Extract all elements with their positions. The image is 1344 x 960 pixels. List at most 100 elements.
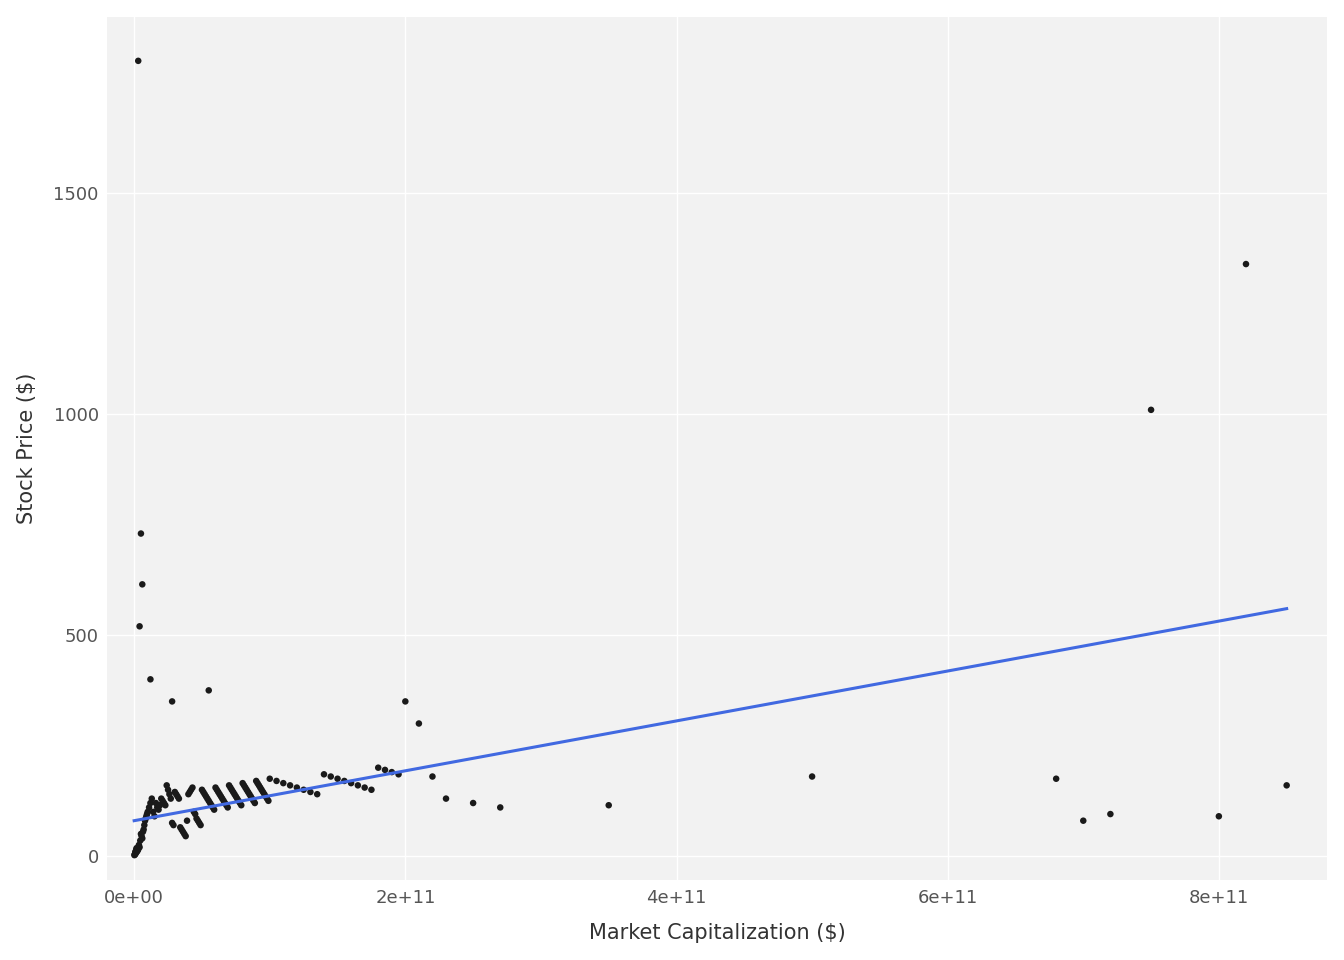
Point [130,526,152,541]
Point [203,802,224,817]
Point [206,782,227,798]
Point [249,778,270,793]
Point [255,789,277,804]
Point [226,791,247,806]
Point [144,808,165,824]
Point [126,844,148,859]
Point [228,793,250,808]
Point [148,802,169,817]
Point [327,771,348,786]
Point [140,672,161,687]
Point [218,778,239,793]
Point [199,795,220,810]
Point [216,800,238,815]
Point [245,795,266,810]
Point [161,694,183,709]
Point [163,817,184,832]
Point [409,716,430,732]
Point [194,786,215,802]
Point [132,830,153,846]
Point [179,784,200,800]
Point [333,773,355,788]
Point [388,767,410,782]
Point [165,786,187,802]
Point [462,795,484,810]
Point [125,842,146,857]
Point [258,793,280,808]
Point [129,833,151,849]
Point [254,786,276,802]
Point [125,844,146,859]
Point [124,846,145,861]
Point [173,827,195,842]
Point [138,800,160,815]
Point [156,778,177,793]
Point [125,846,146,861]
Point [195,789,216,804]
Point [422,769,444,784]
Point [196,791,218,806]
Point [130,828,152,844]
Point [237,782,258,798]
Point [367,760,388,776]
Point [198,793,219,808]
Point [231,798,253,813]
Point [183,804,204,820]
Point [1046,771,1067,786]
Point [192,784,214,800]
Point [598,798,620,813]
X-axis label: Market Capitalization ($): Market Capitalization ($) [589,924,845,944]
Point [347,778,368,793]
Point [126,840,148,855]
Point [177,786,199,802]
Point [145,795,167,810]
Point [188,815,210,830]
Point [257,791,278,806]
Point [1275,778,1297,793]
Point [153,795,175,810]
Point [253,784,274,800]
Point [246,773,267,788]
Point [1073,813,1094,828]
Point [266,773,288,788]
Point [167,789,188,804]
Point [1235,256,1257,272]
Point [133,817,155,832]
Point [212,793,234,808]
Point [208,786,230,802]
Point [190,817,211,832]
Point [238,784,259,800]
Point [160,791,181,806]
Point [191,782,212,798]
Point [141,791,163,806]
Point [130,827,152,842]
Point [234,778,255,793]
Point [129,840,151,855]
Point [223,786,245,802]
Point [124,848,145,863]
Point [136,808,157,824]
Point [204,780,226,795]
Point [235,780,257,795]
Point [293,782,314,798]
Point [219,780,241,795]
Point [233,776,254,791]
Point [251,782,273,798]
Point [134,811,156,827]
Point [128,842,149,857]
Point [184,806,206,822]
Point [1208,808,1230,824]
Point [1099,806,1121,822]
Point [489,800,511,815]
Point [313,767,335,782]
Point [224,789,246,804]
Point [125,845,146,860]
Point [176,813,198,828]
Point [198,683,219,698]
Point [273,776,294,791]
Point [214,795,235,810]
Point [207,784,228,800]
Point [159,786,180,802]
Point [259,771,281,786]
Point [300,784,321,800]
